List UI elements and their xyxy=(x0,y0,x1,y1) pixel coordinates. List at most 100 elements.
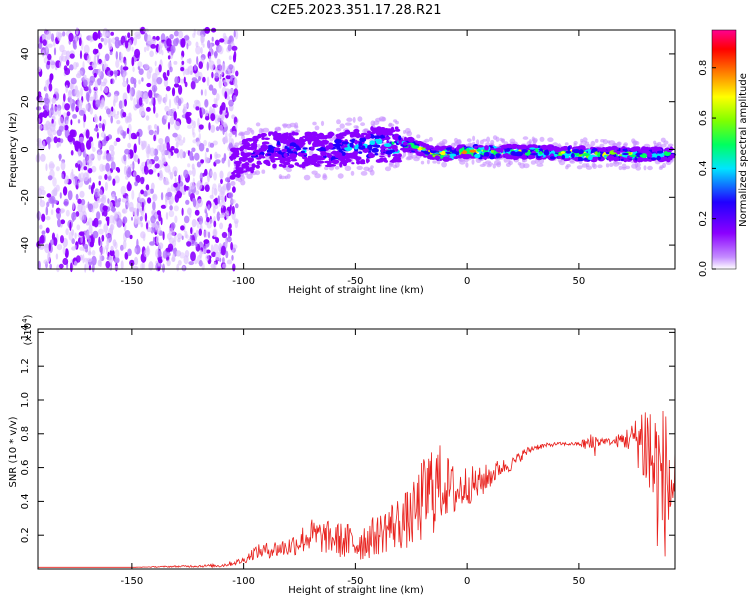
band-halo-speck xyxy=(597,164,603,169)
noise-speck xyxy=(46,30,52,40)
band-speck xyxy=(440,146,447,150)
band-speck xyxy=(341,159,347,163)
band-speck xyxy=(359,161,366,165)
band-speck xyxy=(304,131,313,135)
noise-speck xyxy=(167,109,172,116)
noise-speck xyxy=(144,63,149,70)
noise-speck xyxy=(122,92,128,102)
noise-speck xyxy=(219,196,225,201)
band-speck xyxy=(229,175,236,180)
noise-speck xyxy=(171,112,174,119)
band-halo-speck xyxy=(230,181,236,186)
noise-speck xyxy=(166,69,170,77)
noise-speck xyxy=(42,140,46,150)
noise-speck xyxy=(78,231,85,236)
noise-speck xyxy=(220,68,224,76)
band-speck xyxy=(434,155,441,161)
noise-speck xyxy=(162,263,165,273)
noise-speck xyxy=(228,88,235,95)
noise-speck xyxy=(88,184,92,190)
band-speck xyxy=(606,155,615,161)
band-speck xyxy=(300,150,306,154)
band-halo-speck xyxy=(350,170,355,176)
noise-speck xyxy=(103,64,107,71)
noise-speck xyxy=(169,116,175,125)
noise-speck xyxy=(89,34,93,43)
band-halo-speck xyxy=(576,165,583,170)
band-speck xyxy=(374,138,380,142)
band-halo-speck xyxy=(369,169,375,176)
noise-speck xyxy=(187,124,193,129)
colorbar-tick-label: 0.2 xyxy=(698,211,709,227)
noise-speck xyxy=(71,169,74,177)
noise-speck xyxy=(67,90,73,99)
noise-speck xyxy=(43,57,48,64)
noise-speck xyxy=(87,201,90,209)
band-speck xyxy=(457,154,463,159)
noise-speck xyxy=(48,242,51,252)
noise-speck xyxy=(98,228,104,235)
noise-speck xyxy=(137,61,143,68)
noise-speck xyxy=(39,112,45,118)
band-speck xyxy=(613,150,620,153)
band-halo-speck xyxy=(277,126,281,131)
noise-speck xyxy=(228,64,234,70)
band-speck xyxy=(650,157,657,161)
noise-speck xyxy=(72,137,76,145)
noise-speck xyxy=(235,121,238,130)
noise-speck xyxy=(145,184,150,191)
noise-speck xyxy=(93,115,99,123)
snr-x-ticks: -150 -100 -50 0 50 xyxy=(121,329,585,587)
band-speck xyxy=(334,138,342,144)
noise-speck xyxy=(101,123,105,132)
noise-speck xyxy=(191,219,197,228)
band-speck xyxy=(558,148,563,152)
band-speck xyxy=(314,137,319,140)
band-halo-speck xyxy=(352,116,356,123)
noise-speck xyxy=(75,211,80,217)
noise-speck xyxy=(58,263,64,269)
noise-speck xyxy=(188,170,193,176)
noise-speck xyxy=(40,234,45,245)
noise-speck xyxy=(58,32,63,38)
noise-speck xyxy=(78,109,85,116)
noise-speck xyxy=(204,99,209,108)
noise-speck xyxy=(60,235,64,244)
noise-speck xyxy=(167,243,174,252)
noise-speck xyxy=(219,124,224,132)
noise-speck xyxy=(52,177,57,187)
y-tick-label: 0.6 xyxy=(20,460,31,476)
band-speck xyxy=(666,149,672,153)
noise-speck xyxy=(189,151,194,161)
noise-speck xyxy=(98,122,103,129)
noise-speck xyxy=(99,246,106,255)
noise-speck xyxy=(219,109,223,115)
noise-speck xyxy=(85,91,90,102)
noise-speck xyxy=(129,259,135,267)
noise-speck xyxy=(45,216,51,221)
band-halo-speck xyxy=(663,140,669,145)
noise-speck xyxy=(156,235,160,245)
band-speck xyxy=(507,144,515,148)
noise-speck xyxy=(140,222,144,228)
noise-speck xyxy=(114,36,120,41)
noise-speck xyxy=(231,45,238,51)
noise-speck xyxy=(202,172,206,177)
noise-speck xyxy=(170,146,175,151)
noise-speck xyxy=(150,215,156,224)
band-halo-speck xyxy=(476,139,480,145)
band-speck xyxy=(582,153,590,156)
noise-speck xyxy=(43,259,49,265)
noise-speck xyxy=(123,154,127,162)
noise-speck xyxy=(85,129,90,139)
noise-speck xyxy=(216,211,221,222)
noise-speck xyxy=(63,179,69,185)
band-speck xyxy=(352,154,358,160)
noise-speck xyxy=(136,208,139,217)
noise-speck xyxy=(123,165,127,176)
band-halo-speck xyxy=(432,160,437,164)
band-halo-speck xyxy=(643,165,647,171)
x-tick-label: -150 xyxy=(121,276,144,287)
noise-speck xyxy=(92,230,99,239)
band-speck xyxy=(427,154,433,160)
